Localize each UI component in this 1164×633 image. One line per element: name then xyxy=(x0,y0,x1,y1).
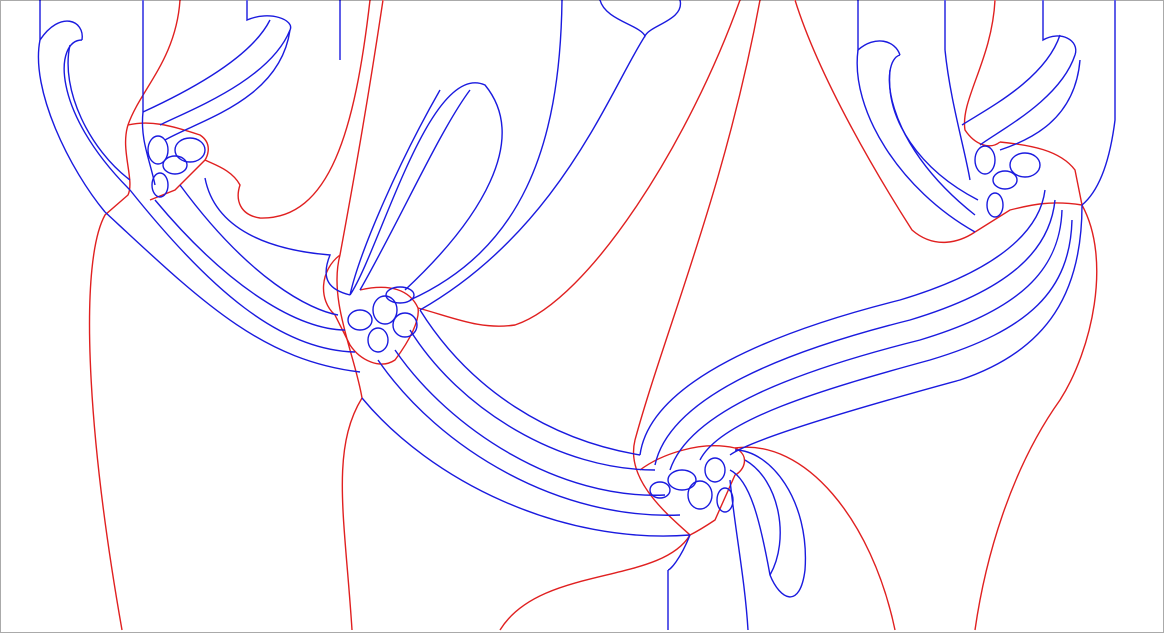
blue-strand xyxy=(599,0,681,38)
blue-strand xyxy=(857,0,901,56)
blue-strand xyxy=(349,89,441,296)
blue-strand xyxy=(159,29,291,126)
blue-strand xyxy=(654,199,1056,466)
blue-strand xyxy=(67,44,131,181)
blue-strand xyxy=(104,211,361,373)
red-strand xyxy=(974,204,1098,631)
red-strand xyxy=(336,0,384,631)
blue-strand xyxy=(1042,0,1077,56)
blue-knot xyxy=(147,135,169,165)
blue-strand xyxy=(729,479,749,631)
blue-knot xyxy=(986,192,1004,218)
blue-strand xyxy=(856,49,976,233)
blue-knot xyxy=(992,170,1018,190)
blue-strand xyxy=(729,449,807,598)
red-strand xyxy=(639,445,746,536)
blue-knot xyxy=(974,145,996,175)
blue-strand xyxy=(979,54,1076,146)
blue-strand xyxy=(39,0,83,43)
red-strand xyxy=(734,446,896,631)
blue-strand xyxy=(361,397,691,537)
blue-strand xyxy=(419,309,641,456)
blue-strand xyxy=(142,19,271,113)
blue-knot xyxy=(367,327,389,353)
blue-knot xyxy=(174,137,206,163)
blue-strand xyxy=(377,359,681,516)
blue-strand xyxy=(1081,0,1116,206)
blue-strand xyxy=(409,329,656,471)
red-strand xyxy=(974,141,1083,233)
blue-strand xyxy=(394,349,666,496)
blue-strand xyxy=(349,82,503,296)
red-strand xyxy=(499,0,761,631)
blue-strand xyxy=(37,39,106,213)
blue-knot xyxy=(392,312,418,338)
blue-strand xyxy=(944,49,971,181)
blue-strand xyxy=(63,39,131,191)
red-strand xyxy=(88,0,181,631)
blue-strand xyxy=(729,204,1083,456)
blue-strands xyxy=(37,0,1116,631)
blue-strand xyxy=(961,34,1061,126)
blue-strand xyxy=(888,69,979,201)
blue-knot xyxy=(372,295,398,325)
blue-knot xyxy=(385,286,415,304)
blue-knot xyxy=(151,172,169,198)
blue-knot xyxy=(347,309,373,331)
red-strand xyxy=(204,0,371,219)
blue-strand xyxy=(639,189,1046,456)
blue-strand xyxy=(667,534,691,571)
blue-knot xyxy=(1009,152,1041,178)
red-strand xyxy=(322,254,419,365)
blue-knot xyxy=(162,155,188,175)
red-strand xyxy=(127,122,209,201)
blue-strand xyxy=(154,199,346,331)
blue-strand xyxy=(164,29,291,141)
blue-knot xyxy=(649,481,671,499)
blue-strand xyxy=(999,59,1081,151)
red-strands xyxy=(88,0,1098,631)
blue-knot xyxy=(687,480,713,510)
blue-knot xyxy=(716,487,734,513)
red-strand xyxy=(417,0,741,327)
blue-strand xyxy=(246,0,292,31)
blue-strand xyxy=(419,35,646,311)
red-strand xyxy=(794,0,976,244)
blue-strand xyxy=(699,219,1073,461)
blue-knot xyxy=(667,469,697,491)
red-strand xyxy=(963,0,1001,147)
blue-strand xyxy=(744,459,781,576)
blue-strand xyxy=(179,184,339,316)
blue-strand xyxy=(669,209,1063,471)
blue-knot xyxy=(704,457,726,483)
blue-strand xyxy=(129,189,356,353)
blue-strand xyxy=(359,89,471,291)
blue-strand xyxy=(204,177,351,296)
blue-strand xyxy=(409,0,563,301)
